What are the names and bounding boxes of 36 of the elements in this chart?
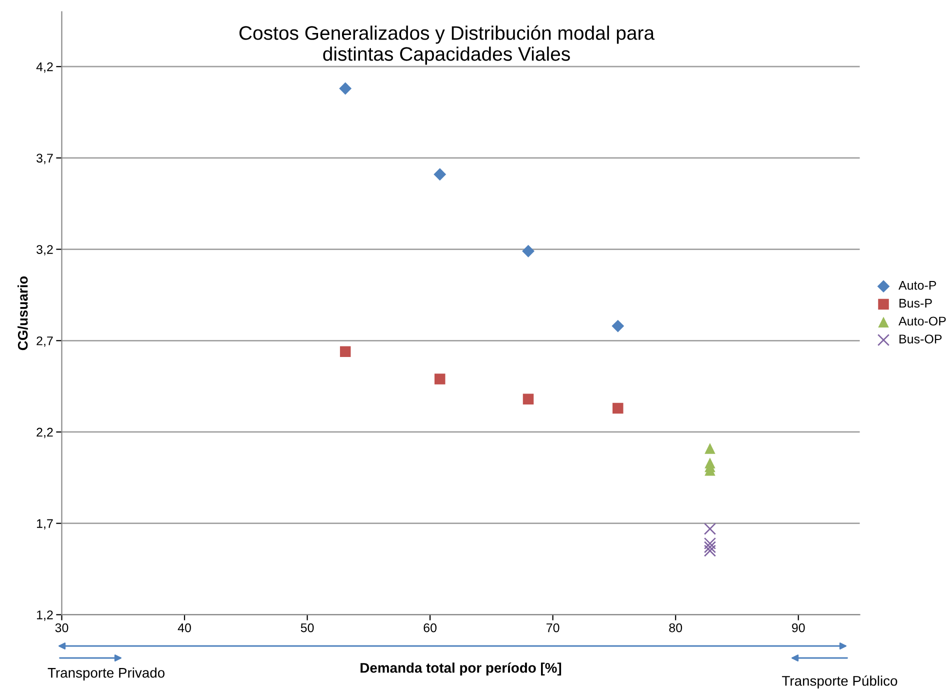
- x-tick-label: 70: [546, 623, 560, 632]
- text: Costos Generalizados y Distribución modal para distintas Capacidades Viales: [239, 25, 655, 65]
- y-tick-label: 3,7: [36, 154, 53, 164]
- point: [340, 346, 351, 357]
- x-tick-label: 30: [55, 623, 68, 632]
- y-tick-label: 1,7: [36, 519, 53, 530]
- legend-label: Bus-OP: [900, 334, 942, 344]
- x-tick-label: 80: [669, 623, 682, 632]
- point: [612, 320, 624, 332]
- x-tick-label: 90: [792, 623, 805, 632]
- legend-label: Auto-OP: [898, 316, 946, 326]
- point: [704, 443, 716, 454]
- point: [522, 394, 534, 404]
- point: [704, 544, 716, 557]
- text: Transporte Privado: [48, 668, 165, 680]
- y-tick-label: 4,2: [36, 62, 53, 73]
- point: [704, 522, 716, 535]
- y-tick-label: 2,7: [36, 336, 53, 347]
- y-tick-label: 2,2: [36, 428, 53, 438]
- point: [704, 541, 716, 554]
- legend-label: Auto-P: [898, 281, 936, 290]
- point: [704, 537, 716, 550]
- x-tick-label: 40: [178, 623, 191, 632]
- x-axis-title: Demanda total por período [%]: [360, 662, 562, 676]
- y-axis-title: CG/usuario: [18, 276, 28, 350]
- text: Transporte Público: [782, 675, 898, 689]
- y-tick-label: 1,2: [36, 610, 53, 621]
- y-tick-label: 3,2: [36, 245, 53, 256]
- point: [434, 168, 446, 181]
- point: [612, 402, 624, 414]
- point: [339, 82, 352, 95]
- point: [522, 244, 534, 258]
- x-tick-label: 50: [300, 623, 314, 632]
- x-tick-label: 60: [424, 623, 437, 632]
- point: [434, 374, 446, 384]
- legend-label: Bus-P: [900, 298, 932, 308]
